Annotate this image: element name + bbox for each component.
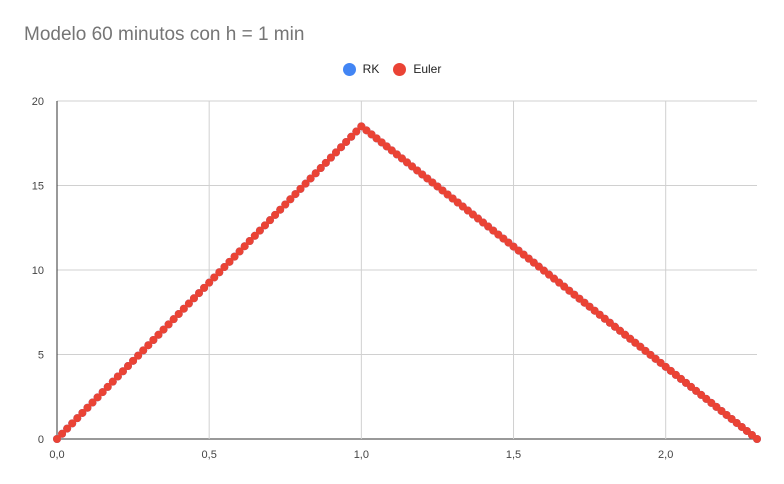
data-point-euler [68, 419, 77, 428]
data-point-euler [225, 257, 234, 266]
data-point-euler [154, 330, 163, 339]
data-point-euler [235, 247, 244, 256]
data-point-euler [337, 143, 346, 152]
data-point-euler [296, 184, 305, 193]
data-point-euler [93, 393, 102, 402]
data-point-euler [316, 164, 325, 173]
data-point-euler [113, 372, 122, 381]
data-point-euler [149, 335, 158, 344]
data-point-euler [255, 226, 264, 235]
legend-item-rk[interactable]: RK [342, 62, 380, 76]
data-point-euler [124, 362, 133, 371]
data-point-euler [169, 315, 178, 324]
data-point-euler [179, 304, 188, 313]
legend-label-euler: Euler [413, 62, 442, 76]
chart-title: Modelo 60 minutos con h = 1 min [24, 24, 305, 45]
data-point-euler [250, 231, 259, 240]
data-point-euler [215, 268, 224, 277]
data-point-euler [174, 309, 183, 318]
data-point-euler [306, 174, 315, 183]
data-point-euler [240, 242, 249, 251]
legend: RK Euler [0, 62, 784, 76]
data-point-euler [200, 283, 209, 292]
data-point-euler [164, 320, 173, 329]
data-point-euler [260, 221, 269, 230]
data-point-euler [210, 273, 219, 282]
data-point-euler [108, 377, 117, 386]
data-point-euler [144, 341, 153, 350]
data-point-euler [159, 325, 168, 334]
data-point-euler [118, 367, 127, 376]
data-point-euler [53, 435, 61, 443]
data-point-euler [230, 252, 239, 261]
data-point-euler [321, 158, 330, 167]
x-tick-label: 1,0 [354, 449, 369, 461]
data-point-euler [753, 435, 761, 443]
data-point-euler [98, 388, 107, 397]
data-point-euler [342, 137, 351, 146]
data-point-euler [184, 299, 193, 308]
data-point-euler [291, 190, 300, 199]
x-tick-label: 1,5 [506, 449, 521, 461]
legend-swatch-rk [342, 62, 356, 76]
data-point-euler [73, 414, 82, 423]
data-point-euler [245, 236, 254, 245]
data-point-euler [220, 263, 229, 272]
data-point-euler [347, 132, 356, 141]
data-point-euler [266, 216, 275, 225]
series-line-euler [56, 125, 758, 440]
y-tick-label: 5 [38, 350, 44, 362]
x-tick-label: 2,0 [658, 449, 673, 461]
series-line-rk [56, 125, 758, 440]
y-tick-label: 20 [32, 96, 44, 108]
data-point-euler [83, 403, 92, 412]
data-point-euler [189, 294, 198, 303]
legend-swatch-euler [393, 62, 407, 76]
data-point-euler [63, 424, 72, 433]
data-point-euler [205, 278, 214, 287]
data-point-euler [78, 408, 87, 417]
data-point-euler [352, 127, 361, 136]
data-point-euler [134, 351, 143, 360]
data-point-euler [301, 179, 310, 188]
data-point-euler [139, 346, 148, 355]
x-tick-label: 0,0 [49, 449, 64, 461]
data-point-euler [326, 153, 335, 162]
x-tick-label: 0,5 [202, 449, 217, 461]
y-tick-label: 10 [32, 265, 44, 277]
data-point-euler [286, 195, 295, 204]
data-point-euler [58, 429, 67, 438]
data-point-euler [276, 205, 285, 214]
data-point-euler [103, 382, 112, 391]
data-point-euler [271, 210, 280, 219]
data-point-euler [281, 200, 290, 209]
data-point-euler [195, 289, 204, 298]
legend-label-rk: RK [362, 62, 380, 76]
data-point-euler [88, 398, 97, 407]
y-tick-label: 15 [32, 181, 44, 193]
legend-item-euler[interactable]: Euler [393, 62, 441, 76]
data-point-euler [331, 148, 340, 157]
data-point-euler [311, 169, 320, 178]
data-point-euler [129, 356, 138, 365]
y-tick-label: 0 [38, 434, 44, 446]
